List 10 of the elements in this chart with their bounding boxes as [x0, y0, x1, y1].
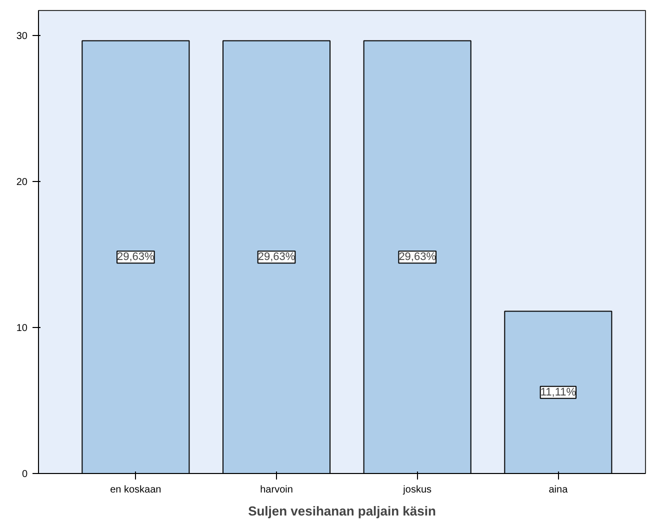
x-tick-label: en koskaan — [110, 484, 162, 496]
data-label: 29,63% — [117, 251, 155, 264]
x-tick-label: joskus — [402, 484, 432, 496]
y-tick-label: 20 — [16, 176, 28, 188]
y-tick-label: 10 — [16, 322, 28, 334]
x-axis-title: Suljen vesihanan paljain käsin — [248, 504, 436, 518]
y-tick-label: 30 — [16, 30, 28, 42]
x-tick-label: harvoin — [260, 484, 293, 496]
y-tick-label: 0 — [22, 469, 28, 480]
x-tick-label: aina — [548, 484, 568, 496]
